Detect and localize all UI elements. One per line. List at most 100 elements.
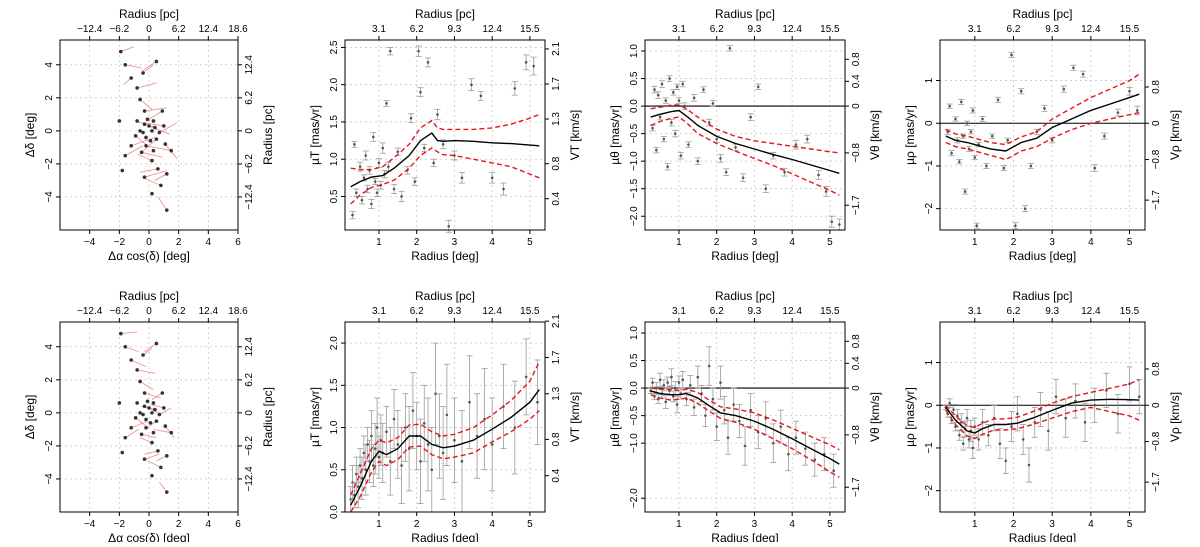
data-point	[948, 401, 951, 405]
top-tick-label: 15.5	[820, 24, 840, 35]
top-tick-label: −12.4	[77, 24, 103, 35]
star-point	[119, 331, 123, 336]
data-point	[388, 49, 392, 53]
top-tick-label: 3.1	[372, 24, 386, 35]
x-tick-label: 1	[972, 519, 978, 530]
data-point	[772, 441, 775, 445]
right-axis-title: VT [km/s]	[568, 392, 582, 442]
data-point	[400, 195, 403, 198]
data-point	[370, 434, 373, 438]
data-point	[1027, 463, 1031, 467]
data-point	[353, 143, 356, 146]
proper-motion-vector	[125, 346, 139, 353]
data-point	[651, 381, 654, 384]
star-point	[153, 407, 157, 412]
data-point	[817, 173, 820, 177]
fit-curve	[945, 93, 1140, 152]
star-point	[145, 399, 150, 404]
fit-curve	[350, 389, 540, 506]
proper-motion-vector	[151, 392, 163, 401]
star-point	[142, 404, 147, 409]
data-point	[696, 159, 700, 163]
proper-motion-vector	[136, 153, 153, 162]
top-tick-label: 9.3	[1045, 24, 1059, 35]
data-point	[805, 137, 809, 141]
proper-motion-vector	[120, 46, 135, 52]
data-point	[483, 417, 486, 421]
y-tick-label: 2	[44, 377, 55, 383]
x-tick-label: −4	[84, 237, 96, 248]
y-tick-label: 4	[44, 62, 55, 68]
right-tick-label: 12.4	[244, 55, 255, 75]
star-point	[123, 435, 128, 440]
right-tick-label: 0	[851, 103, 862, 109]
right-tick-label: 0	[1151, 120, 1162, 126]
top-tick-label: 6.2	[710, 306, 724, 317]
data-point	[426, 61, 430, 64]
data-point	[445, 413, 449, 417]
data-point	[1004, 459, 1008, 463]
data-point	[738, 419, 741, 423]
proper-motion-vector	[159, 407, 172, 415]
star-point	[153, 125, 157, 130]
data-point	[422, 422, 426, 425]
right-tick-label: −0.8	[1151, 431, 1162, 451]
star-point	[138, 129, 142, 133]
right-tick-label: −6.2	[244, 154, 255, 174]
y-tick-label: −4	[44, 191, 55, 203]
top-axis-title: Radius [pc]	[715, 7, 775, 21]
star-point	[151, 148, 156, 153]
data-point	[675, 403, 679, 406]
x-axis-title: Radius [deg]	[1009, 531, 1076, 542]
data-point	[381, 146, 385, 150]
star-point	[141, 130, 145, 135]
data-point	[413, 180, 417, 183]
data-point	[679, 154, 683, 157]
data-point	[388, 460, 392, 463]
data-point	[655, 386, 658, 390]
right-tick-label: −0.8	[1151, 149, 1162, 169]
x-tick-label: 5	[827, 237, 833, 248]
data-point	[409, 116, 413, 120]
data-point	[513, 426, 517, 429]
data-point	[787, 452, 790, 456]
data-point	[707, 121, 711, 124]
x-tick-label: 4	[489, 237, 495, 248]
y-tick-label: −2	[924, 203, 935, 215]
proper-motion-vector	[142, 122, 164, 127]
x-tick-label: −2	[114, 237, 126, 248]
data-point	[366, 443, 369, 446]
data-point	[779, 425, 783, 428]
right-tick-label: 2.1	[551, 42, 562, 56]
x-tick-label: −2	[114, 519, 126, 530]
data-point	[1016, 412, 1019, 416]
lower-confidence-curve	[350, 147, 540, 205]
data-point	[681, 378, 685, 382]
data-point	[824, 190, 828, 193]
top-axis-title: Radius [pc]	[119, 289, 179, 303]
x-tick-label: 3	[752, 237, 758, 248]
data-point	[959, 421, 963, 424]
top-axis-title: Radius [pc]	[415, 7, 475, 21]
upper-confidence-curve	[650, 104, 840, 154]
star-point	[157, 130, 162, 135]
star-point	[154, 137, 159, 141]
star-point	[154, 419, 159, 423]
star-point	[129, 143, 133, 148]
y-tick-label: −2.0	[629, 206, 640, 226]
y-tick-label: 4	[44, 344, 55, 350]
right-tick-label: −1.7	[1151, 190, 1162, 210]
proper-motion-vector	[147, 460, 162, 468]
data-point	[375, 191, 379, 195]
data-point	[666, 381, 669, 384]
y-tick-label: −2	[44, 440, 55, 452]
top-tick-label: 6.2	[410, 24, 424, 35]
x-tick-label: 5	[827, 519, 833, 530]
data-point	[364, 468, 368, 472]
star-point	[151, 430, 156, 435]
data-point	[830, 220, 834, 224]
data-point	[662, 384, 666, 387]
data-point	[356, 485, 360, 488]
y-tick-label: −1	[924, 442, 935, 454]
